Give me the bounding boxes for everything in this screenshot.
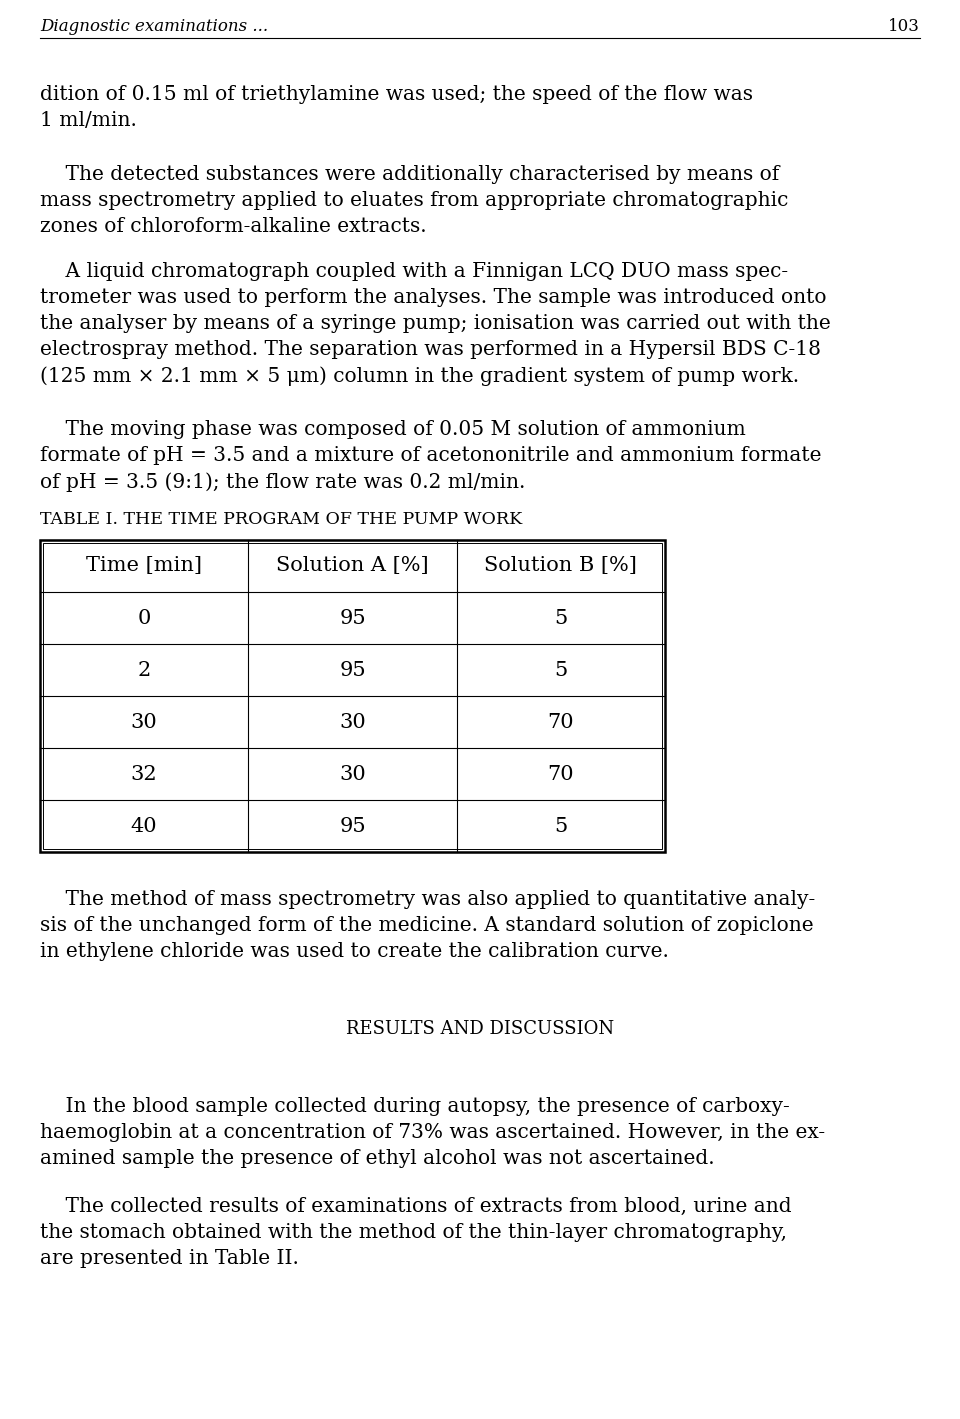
Text: 30: 30 [339, 765, 366, 783]
Text: trometer was used to perform the analyses. The sample was introduced onto: trometer was used to perform the analyse… [40, 288, 827, 307]
Text: of pH = 3.5 (9:1); the flow rate was 0.2 ml/min.: of pH = 3.5 (9:1); the flow rate was 0.2… [40, 473, 525, 491]
Bar [43, 543, 662, 849]
Text: formate of pH = 3.5 and a mixture of acetononitrile and ammonium formate: formate of pH = 3.5 and a mixture of ace… [40, 446, 822, 465]
Text: (125 mm × 2.1 mm × 5 μm) column in the gradient system of pump work.: (125 mm × 2.1 mm × 5 μm) column in the g… [40, 366, 799, 386]
Text: Solution B [%]: Solution B [%] [485, 556, 637, 576]
Text: the analyser by means of a syringe pump; ionisation was carried out with the: the analyser by means of a syringe pump;… [40, 314, 830, 333]
Text: electrospray method. The separation was performed in a Hypersil BDS C-18: electrospray method. The separation was … [40, 341, 821, 359]
Text: mass spectrometry applied to eluates from appropriate chromatographic: mass spectrometry applied to eluates fro… [40, 192, 788, 210]
Text: 95: 95 [339, 816, 366, 836]
Text: the stomach obtained with the method of the thin-layer chromatography,: the stomach obtained with the method of … [40, 1223, 787, 1242]
Text: 5: 5 [554, 660, 567, 680]
Text: Diagnostic examinations ...: Diagnostic examinations ... [40, 18, 268, 35]
Text: 2: 2 [137, 660, 151, 680]
Text: are presented in Table II.: are presented in Table II. [40, 1249, 299, 1269]
Text: 30: 30 [339, 712, 366, 732]
Bar [40, 541, 665, 851]
Text: Solution A [%]: Solution A [%] [276, 556, 429, 576]
Text: 1 ml/min.: 1 ml/min. [40, 111, 137, 131]
Text: The method of mass spectrometry was also applied to quantitative analy-: The method of mass spectrometry was also… [40, 890, 815, 910]
Text: 95: 95 [339, 660, 366, 680]
Text: 70: 70 [547, 765, 574, 783]
Text: 32: 32 [131, 765, 157, 783]
Text: haemoglobin at a concentration of 73% was ascertained. However, in the ex-: haemoglobin at a concentration of 73% wa… [40, 1122, 826, 1142]
Text: 70: 70 [547, 712, 574, 732]
Text: 0: 0 [137, 609, 151, 627]
Text: 5: 5 [554, 816, 567, 836]
Text: 5: 5 [554, 609, 567, 627]
Text: 30: 30 [131, 712, 157, 732]
Text: dition of 0.15 ml of triethylamine was used; the speed of the flow was: dition of 0.15 ml of triethylamine was u… [40, 85, 753, 104]
Text: TABLE I. THE TIME PROGRAM OF THE PUMP WORK: TABLE I. THE TIME PROGRAM OF THE PUMP WO… [40, 511, 522, 528]
Text: RESULTS AND DISCUSSION: RESULTS AND DISCUSSION [346, 1020, 614, 1039]
Text: The moving phase was composed of 0.05 M solution of ammonium: The moving phase was composed of 0.05 M … [40, 420, 746, 438]
Text: In the blood sample collected during autopsy, the presence of carboxy-: In the blood sample collected during aut… [40, 1097, 790, 1115]
Text: sis of the unchanged form of the medicine. A standard solution of zopiclone: sis of the unchanged form of the medicin… [40, 917, 814, 935]
Text: amined sample the presence of ethyl alcohol was not ascertained.: amined sample the presence of ethyl alco… [40, 1149, 714, 1168]
Text: The detected substances were additionally characterised by means of: The detected substances were additionall… [40, 165, 780, 184]
Text: Time [min]: Time [min] [86, 556, 203, 576]
Text: zones of chloroform-alkaline extracts.: zones of chloroform-alkaline extracts. [40, 217, 426, 236]
Text: 40: 40 [131, 816, 157, 836]
Text: 103: 103 [888, 18, 920, 35]
Text: The collected results of examinations of extracts from blood, urine and: The collected results of examinations of… [40, 1198, 792, 1216]
Text: A liquid chromatograph coupled with a Finnigan LCQ DUO mass spec-: A liquid chromatograph coupled with a Fi… [40, 263, 788, 281]
Text: 95: 95 [339, 609, 366, 627]
Text: in ethylene chloride was used to create the calibration curve.: in ethylene chloride was used to create … [40, 942, 669, 961]
